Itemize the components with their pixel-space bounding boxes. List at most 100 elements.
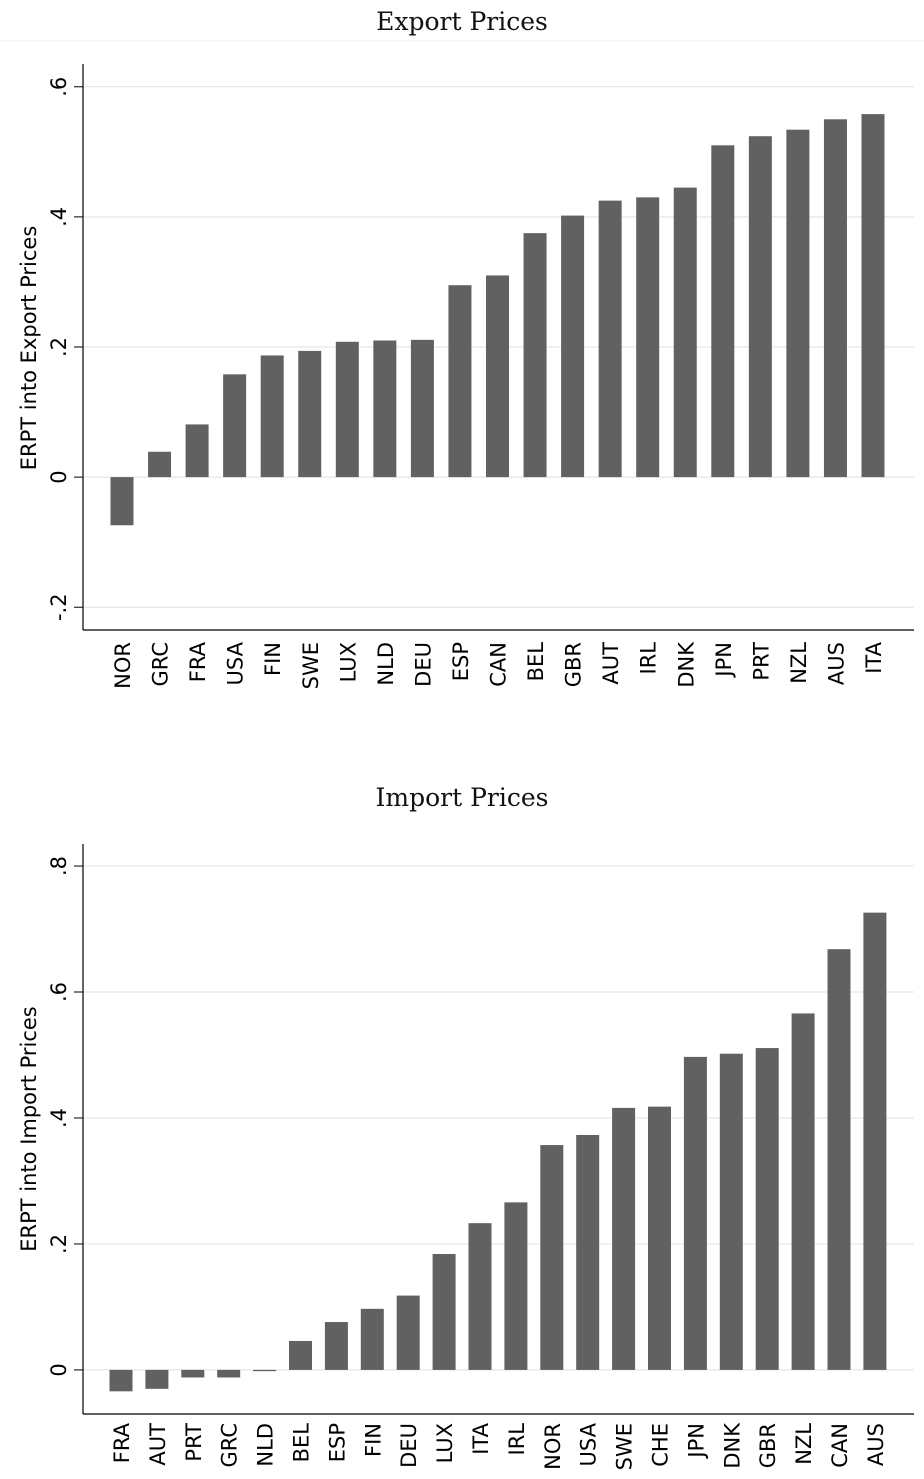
category-label: NLD: [374, 642, 398, 686]
category-label: AUS: [824, 642, 848, 685]
chart-title: Import Prices: [376, 783, 549, 812]
bar-swe: [612, 1107, 636, 1370]
bar-usa: [223, 374, 247, 478]
bar-aus: [823, 119, 847, 478]
bar-aut: [598, 200, 622, 478]
category-label: NZL: [792, 1423, 816, 1465]
y-tick-label: -.2: [47, 593, 71, 621]
bar-jpn: [683, 1056, 707, 1370]
category-label: SWE: [299, 642, 323, 689]
bar-esp: [324, 1322, 348, 1370]
category-label: DNK: [720, 1422, 744, 1469]
category-label: SWE: [613, 1423, 637, 1470]
y-tick-label: .6: [47, 982, 71, 1002]
category-label: FRA: [186, 641, 210, 682]
bar-fra: [109, 1369, 133, 1392]
category-label: IRL: [505, 1423, 529, 1456]
bar-esp: [448, 285, 472, 478]
category-label: CAN: [487, 642, 511, 687]
bar-che: [648, 1106, 671, 1370]
bar-nld: [253, 1369, 277, 1372]
bar-ita: [468, 1223, 492, 1370]
bar-aut: [145, 1369, 169, 1389]
bar-jpn: [711, 145, 735, 478]
category-label: ITA: [469, 1422, 493, 1454]
category-label: ESP: [325, 1423, 349, 1462]
category-label: DNK: [674, 641, 698, 688]
bar-nzl: [791, 1013, 815, 1370]
category-label: ESP: [449, 642, 473, 681]
bar-deu: [396, 1295, 420, 1370]
category-label: DEU: [411, 642, 435, 687]
category-label: CAN: [828, 1423, 852, 1468]
bar-irl: [504, 1202, 528, 1370]
bar-swe: [298, 350, 322, 478]
category-label: NOR: [541, 1423, 565, 1470]
y-tick-label: .8: [47, 856, 71, 876]
bar-gbr: [561, 215, 585, 478]
category-label: GBR: [756, 1423, 780, 1468]
category-label: PRT: [749, 642, 773, 681]
bar-lux: [335, 341, 359, 478]
category-label: DEU: [397, 1423, 421, 1468]
category-label: BEL: [524, 642, 548, 682]
bar-usa: [576, 1134, 600, 1370]
bar-fin: [360, 1308, 384, 1370]
bar-nor: [540, 1145, 564, 1370]
bar-prt: [181, 1369, 205, 1378]
category-label: USA: [224, 641, 248, 685]
category-label: NZL: [787, 642, 811, 684]
import-prices-panel: Import Prices 0 .2 .4 .6 .8 FRA AUT PRT GRC NLD BEL…: [0, 740, 924, 1479]
bar-can: [486, 275, 509, 478]
category-label: AUT: [146, 1423, 170, 1466]
y-tick-label: .6: [47, 77, 71, 97]
y-tick-label: .4: [47, 207, 71, 227]
y-tick-label: 0: [47, 1363, 71, 1376]
bar-deu: [410, 339, 434, 478]
bar-dnk: [719, 1053, 743, 1370]
category-label: CHE: [649, 1423, 673, 1467]
category-label: LUX: [433, 1423, 457, 1463]
y-axis-title: ERPT into Export Prices: [17, 226, 41, 471]
bar-grc: [148, 451, 172, 478]
bar-dnk: [673, 187, 697, 478]
bar-can: [827, 949, 851, 1370]
category-label: NLD: [254, 1423, 278, 1467]
bar-nor: [110, 477, 134, 526]
category-label: IRL: [637, 642, 661, 675]
export-prices-chart: Export Prices -.2 0 .2 .4 .6 NOR GRC FRA USA FIN SW…: [0, 7, 924, 689]
category-label: GRC: [218, 1423, 242, 1467]
y-tick-label: .4: [47, 1108, 71, 1128]
bar-gbr: [755, 1048, 779, 1370]
y-tick-label: .2: [47, 337, 71, 357]
bar-bel: [523, 233, 547, 478]
bar-grc: [217, 1369, 241, 1378]
bar-lux: [432, 1254, 456, 1370]
y-tick-label: 0: [47, 470, 71, 483]
category-label: JPN: [712, 642, 736, 679]
category-label: AUS: [864, 1423, 888, 1466]
bar-aus: [863, 912, 887, 1370]
bar-ita: [861, 114, 885, 478]
category-label: LUX: [336, 642, 360, 682]
bar-bel: [289, 1340, 312, 1370]
bar-fin: [260, 355, 284, 478]
category-label: AUT: [599, 642, 623, 685]
chart-title: Export Prices: [376, 7, 548, 36]
category-label: GBR: [562, 642, 586, 687]
category-label: GRC: [149, 642, 173, 686]
category-label: FIN: [361, 1423, 385, 1457]
category-label: ITA: [862, 641, 886, 673]
category-label: BEL: [290, 1423, 314, 1463]
category-label: FIN: [261, 642, 285, 676]
category-label: FRA: [110, 1422, 134, 1463]
bar-fra: [185, 424, 209, 478]
category-label: USA: [577, 1422, 601, 1466]
category-label: NOR: [111, 642, 135, 689]
import-prices-chart: Import Prices 0 .2 .4 .6 .8 FRA AUT PRT GRC NLD BEL…: [17, 783, 914, 1470]
export-prices-panel: Export Prices -.2 0 .2 .4 .6 NOR GRC FRA USA FIN SW…: [0, 7, 924, 689]
category-label: JPN: [684, 1423, 708, 1460]
y-tick-label: .2: [47, 1234, 71, 1254]
bar-nld: [373, 340, 397, 478]
bar-nzl: [786, 129, 810, 478]
